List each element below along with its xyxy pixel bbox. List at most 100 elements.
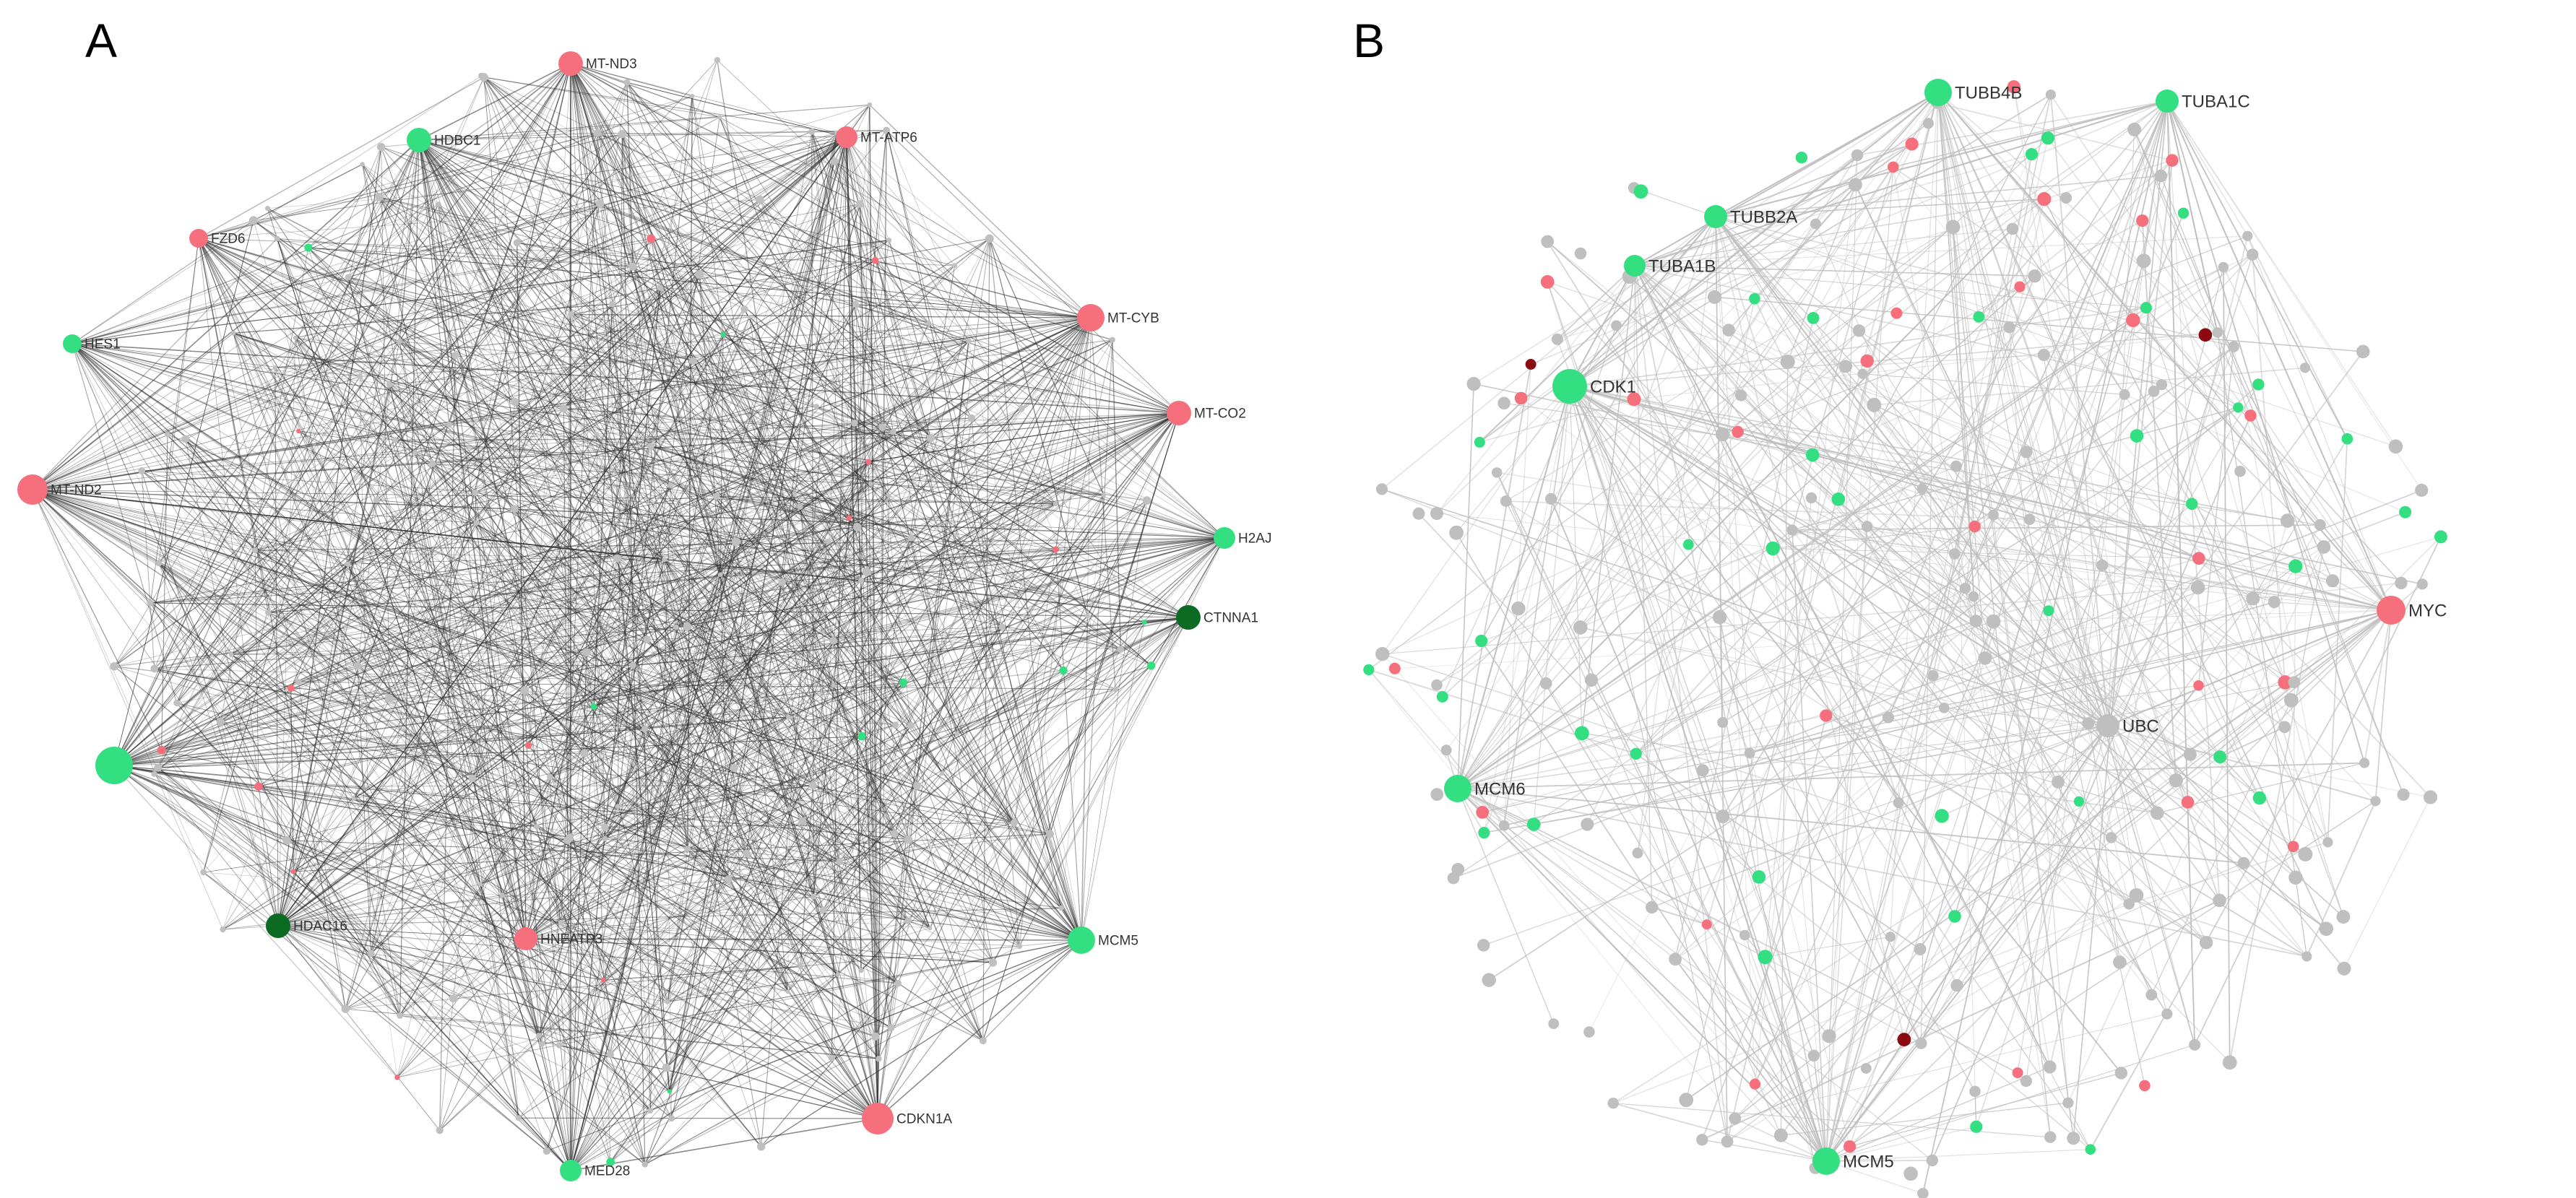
hub-label: MT-CO2 — [1194, 407, 1246, 422]
edge — [32, 489, 605, 828]
hub-edge — [113, 139, 420, 766]
edge — [220, 523, 477, 722]
edge — [154, 668, 834, 686]
node — [1867, 397, 1882, 412]
edge — [371, 639, 648, 954]
node — [1497, 396, 1510, 410]
edge — [602, 161, 836, 981]
edge — [1581, 732, 2091, 1150]
edge — [418, 139, 1056, 550]
edge — [475, 340, 969, 493]
node — [228, 652, 234, 657]
node — [2325, 574, 2340, 588]
edge — [501, 105, 870, 895]
node — [2025, 148, 2039, 161]
node — [851, 420, 858, 427]
node — [966, 338, 972, 344]
edge — [1482, 536, 2442, 813]
node — [1539, 677, 1552, 690]
node — [2156, 379, 2168, 391]
edge — [722, 334, 1057, 550]
node — [351, 797, 356, 802]
node — [718, 572, 723, 577]
hub-node — [95, 747, 133, 784]
hub-edge — [418, 139, 527, 939]
edge — [1862, 373, 2125, 395]
node — [2234, 465, 2246, 477]
node — [2189, 1038, 2201, 1051]
edge — [570, 63, 670, 1092]
edge — [1479, 399, 1635, 443]
edge — [1791, 529, 1974, 597]
edge — [930, 438, 1064, 671]
edge — [2008, 327, 2109, 726]
edge — [2217, 332, 2307, 957]
edge — [570, 920, 909, 1171]
edge — [869, 105, 879, 1059]
edge — [675, 461, 869, 628]
edge — [1674, 958, 1827, 1162]
edge — [353, 798, 1082, 941]
edge — [1634, 265, 1816, 1168]
node — [1412, 507, 1425, 520]
edge — [157, 767, 454, 999]
edge — [230, 654, 891, 1028]
edge — [570, 503, 1056, 1171]
edge — [586, 265, 956, 653]
hub-node — [514, 927, 537, 950]
node — [755, 195, 764, 204]
edge — [846, 136, 1062, 908]
edge — [666, 317, 1092, 1068]
edge — [1581, 265, 1635, 734]
edge — [1497, 472, 2392, 611]
node — [2237, 856, 2250, 869]
edge — [438, 204, 519, 1119]
edge — [1956, 862, 2244, 986]
hub-edge — [418, 139, 1092, 318]
edge — [203, 872, 548, 1152]
edge — [267, 161, 835, 209]
node — [2287, 841, 2299, 852]
hub-node — [63, 334, 82, 353]
edge — [878, 238, 990, 1059]
edge — [823, 909, 1082, 941]
edge — [570, 161, 835, 1171]
edge — [644, 412, 1180, 729]
edge — [1151, 537, 1225, 666]
node — [890, 428, 896, 435]
edge — [525, 820, 803, 939]
edge — [605, 838, 840, 862]
edge — [32, 489, 670, 1092]
node — [2299, 363, 2310, 373]
edge — [1854, 184, 2158, 814]
edge — [1557, 265, 1635, 340]
edge — [113, 765, 570, 838]
edge — [550, 537, 1225, 778]
edge — [2088, 346, 2234, 724]
node — [867, 102, 873, 108]
edge — [2219, 726, 2285, 758]
hub-edge — [1456, 386, 1571, 789]
hub-node — [558, 51, 583, 76]
edge — [1503, 386, 1570, 826]
edge — [692, 412, 1180, 720]
edge — [570, 63, 1064, 671]
edge — [596, 433, 729, 880]
edge — [1701, 900, 2220, 1141]
edge — [699, 274, 1092, 318]
node — [912, 781, 922, 790]
edge — [231, 559, 665, 656]
edge — [877, 130, 887, 1119]
edge — [1505, 500, 2130, 905]
node — [2298, 846, 2313, 861]
node — [2314, 518, 2326, 531]
edge — [525, 558, 618, 939]
edge — [719, 117, 1064, 671]
node — [1822, 1029, 1836, 1043]
node — [345, 561, 351, 567]
node — [473, 520, 479, 526]
edge — [525, 622, 1145, 939]
edge — [2252, 565, 2296, 599]
edge — [277, 925, 611, 1055]
edge — [956, 500, 1148, 734]
